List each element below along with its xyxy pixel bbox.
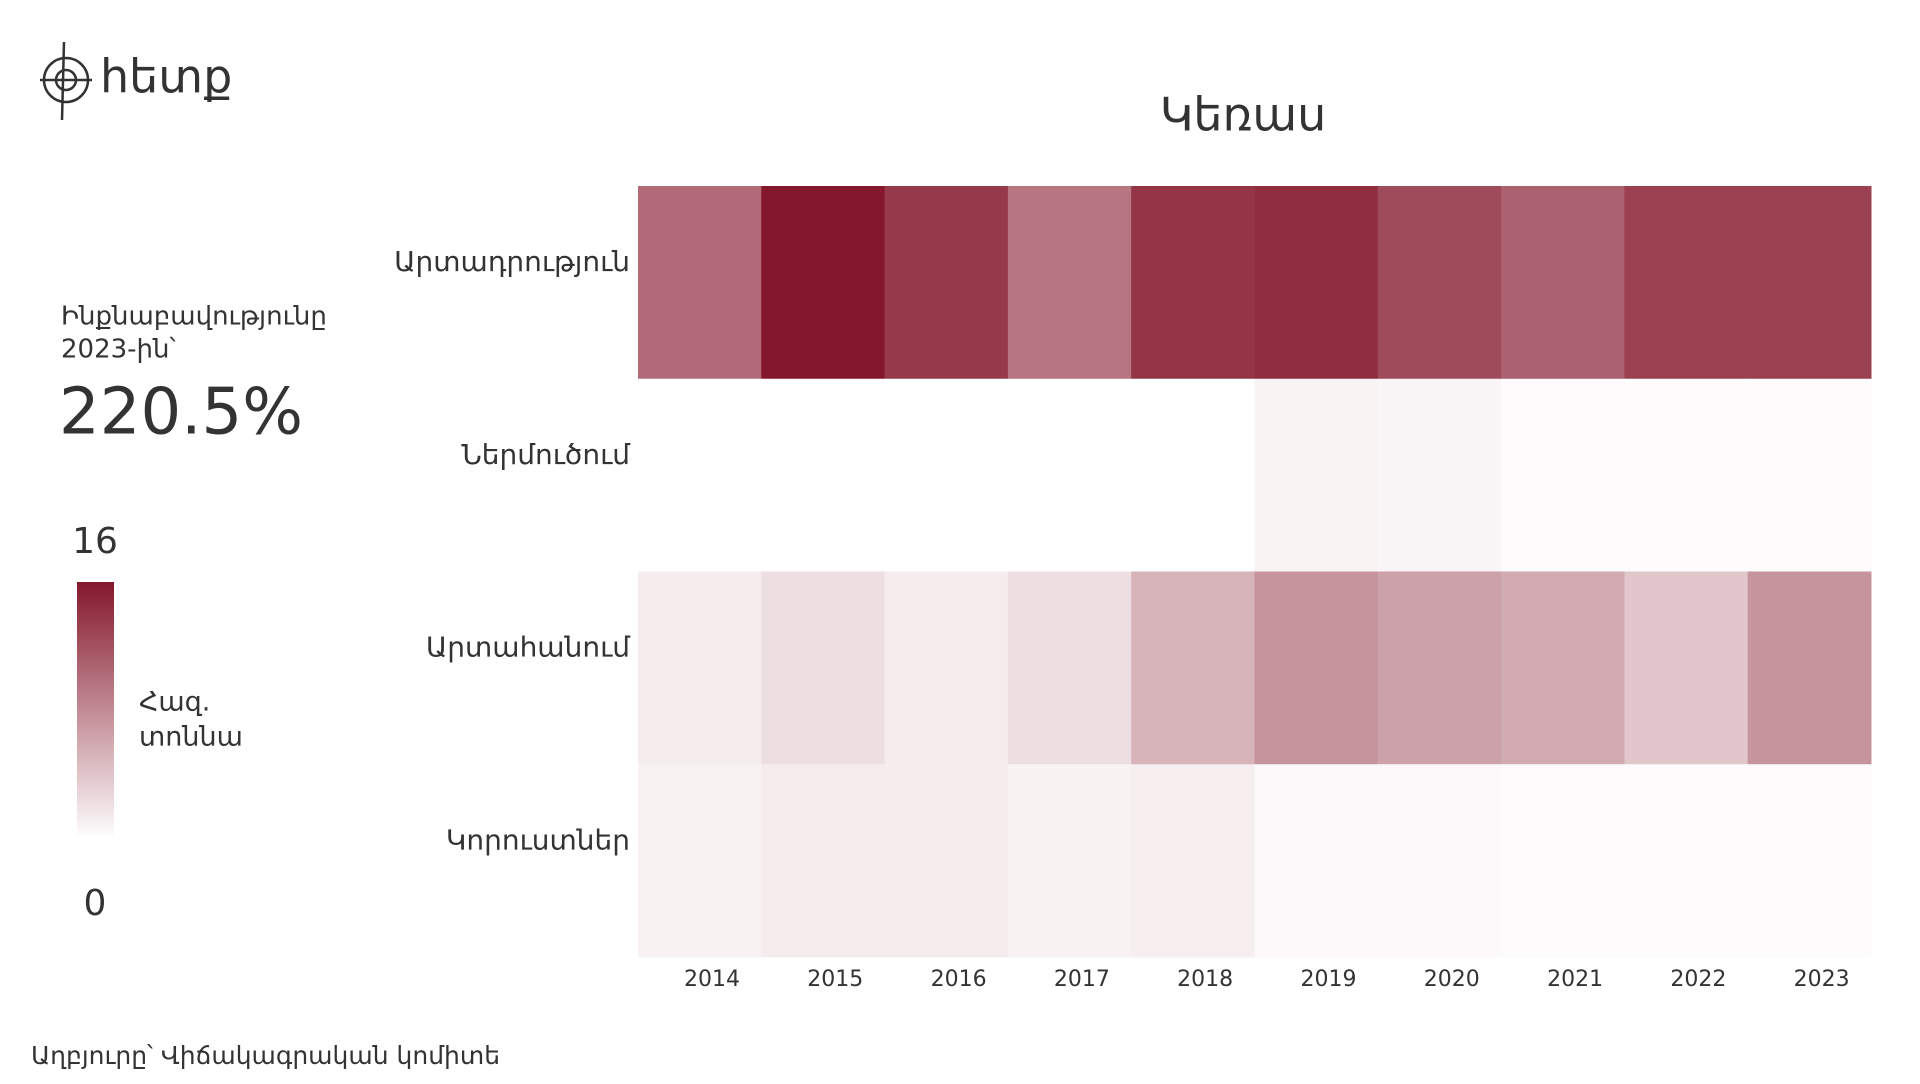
heatmap-cell (1254, 571, 1379, 765)
heatmap-cell (884, 764, 1009, 958)
heatmap-cell (1377, 186, 1502, 380)
heatmap-cell (1131, 186, 1255, 380)
chart-title: Կեռաս (1160, 88, 1327, 142)
x-tick-label: 2017 (1054, 967, 1110, 992)
colorbar-tick-label: 16 (72, 521, 118, 562)
x-tick-label: 2014 (684, 967, 740, 992)
heatmap-cell (1624, 764, 1749, 958)
x-tick-label: 2021 (1547, 967, 1603, 992)
heatmap-cell (884, 378, 1009, 572)
heatmap-cell (761, 186, 886, 380)
heatmap-cell (638, 571, 762, 765)
heatmap-cell (1254, 764, 1379, 958)
colorbar (77, 582, 114, 839)
heatmap-cell (1501, 571, 1625, 765)
heatmap-cell (1254, 186, 1379, 380)
heatmap-cell (1377, 571, 1502, 765)
x-tick-label: 2019 (1300, 967, 1356, 992)
y-tick-label: Արտադրություն (394, 245, 630, 278)
heatmap-cell (1131, 378, 1255, 572)
heatmap-cell (1254, 378, 1379, 572)
heatmap-cell (1624, 571, 1749, 765)
heatmap-cell (1747, 186, 1872, 380)
heatmap-cell (1007, 378, 1132, 572)
heatmap-cell (884, 186, 1009, 380)
x-tick-label: 2018 (1177, 967, 1233, 992)
heatmap-cell (1007, 571, 1132, 765)
y-tick-label: Կորուստներ (446, 823, 630, 856)
heatmap-cell (1007, 764, 1132, 958)
heatmap-cell (884, 571, 1009, 765)
heatmap-cell (638, 186, 762, 380)
colorbar-title: Հազ. (139, 687, 210, 718)
heatmap-cell (761, 764, 886, 958)
heatmap-cell (1501, 186, 1625, 380)
logo-text: հետք (100, 50, 232, 104)
x-tick-label: 2023 (1794, 967, 1850, 992)
x-tick-label: 2022 (1670, 967, 1726, 992)
heatmap-cell (1377, 764, 1502, 958)
x-tick-label: 2015 (807, 967, 863, 992)
heatmap-cell (1007, 186, 1132, 380)
source: Աղբյուրը՝ Վիճակագրական կոմիտե (31, 1041, 500, 1070)
heatmap-cell (1747, 571, 1872, 765)
heatmap-cell (1131, 764, 1255, 958)
x-tick-label: 2020 (1424, 967, 1480, 992)
x-tick-label: 2016 (931, 967, 987, 992)
heatmap-cell (761, 571, 886, 765)
heatmap-cell (638, 764, 762, 958)
heatmap-cell (1624, 186, 1749, 380)
heatmap-cell (761, 378, 886, 572)
y-tick-label: Ներմուծում (461, 438, 631, 471)
heatmap-cell (1377, 378, 1502, 572)
y-tick-label: Արտահանում (426, 631, 631, 664)
kpi-value: 220.5% (59, 376, 303, 450)
colorbar-tick-label: 0 (84, 883, 107, 924)
heatmap-cell (1501, 764, 1625, 958)
logo-icon (40, 41, 92, 121)
heatmap-cell (1747, 378, 1872, 572)
heatmap-cell (1747, 764, 1872, 958)
kpi-label: 2023-ին՝ (61, 335, 177, 365)
colorbar-title: տոննա (139, 722, 243, 753)
heatmap-cell (1624, 378, 1749, 572)
heatmap-cell (638, 378, 762, 572)
heatmap-cell (1131, 571, 1255, 765)
heatmap-cell (1501, 378, 1625, 572)
kpi-label: Ինքնաբավությունը (61, 302, 327, 332)
